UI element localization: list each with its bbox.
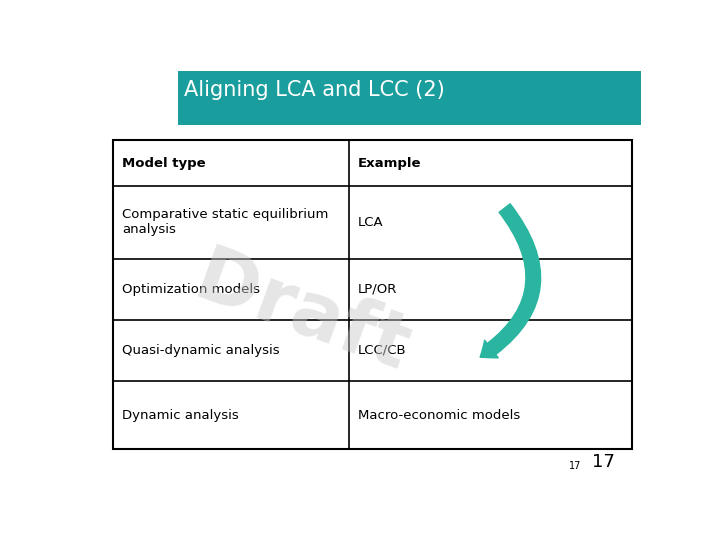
Text: LCA: LCA (358, 216, 384, 229)
Text: Dynamic analysis: Dynamic analysis (122, 409, 238, 422)
Text: Aligning LCA and LCC (2): Aligning LCA and LCC (2) (184, 80, 444, 100)
Text: 17: 17 (570, 462, 582, 471)
Text: LCC/CB: LCC/CB (358, 344, 407, 357)
Text: Draft: Draft (185, 241, 419, 387)
Text: Optimization models: Optimization models (122, 282, 260, 295)
Text: Macro-economic models: Macro-economic models (358, 409, 520, 422)
FancyArrowPatch shape (480, 204, 541, 358)
Bar (178, 71, 642, 125)
Bar (114, 140, 632, 449)
Text: Comparative static equilibrium
analysis: Comparative static equilibrium analysis (122, 208, 328, 237)
Text: LP/OR: LP/OR (358, 282, 397, 295)
Text: Model type: Model type (122, 157, 205, 170)
Text: Quasi-dynamic analysis: Quasi-dynamic analysis (122, 344, 279, 357)
Text: Example: Example (358, 157, 421, 170)
Text: 17: 17 (592, 454, 615, 471)
